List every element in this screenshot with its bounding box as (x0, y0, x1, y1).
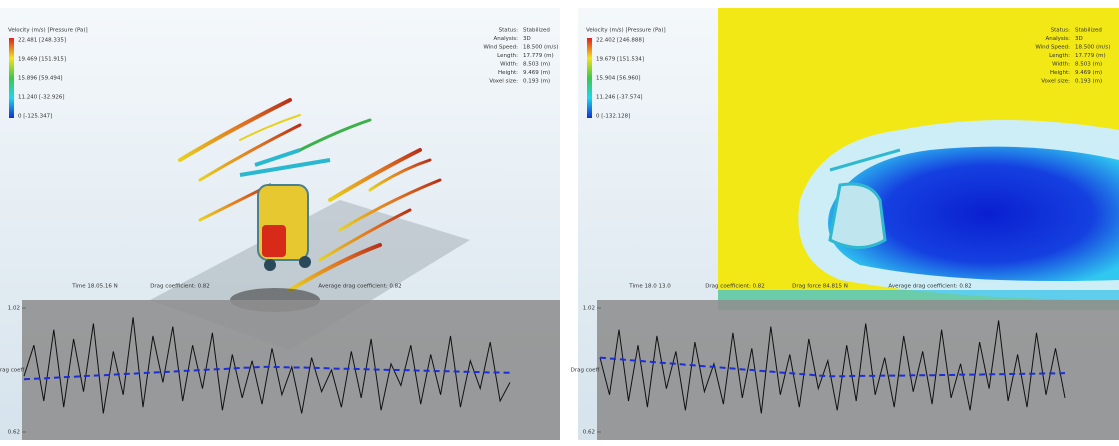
color-bar (587, 38, 592, 118)
legend-label: 15.896 [59.494] (18, 76, 63, 82)
y-axis-label: Drag coeff (571, 368, 600, 374)
legend-label: 22.402 [246.888] (596, 38, 644, 44)
footer-label: Average drag coefficient: 0.82 (888, 284, 971, 290)
y-axis-label: Drag coeff (0, 368, 25, 374)
status-value: 9.469 (m) (523, 70, 550, 76)
legend-label: 11.240 [-32.926] (18, 95, 65, 101)
status-key: Length: (1049, 53, 1070, 59)
status-key: Wind Speed: (483, 45, 518, 51)
status-value: 18.500 (m/s) (1075, 45, 1110, 51)
status-key: Width: (1052, 62, 1070, 68)
status-value: 17.779 (m) (1075, 53, 1106, 59)
status-value: Stabilized (523, 28, 550, 34)
status-value: 0.193 (m) (523, 79, 550, 85)
status-key: Status: (499, 28, 519, 34)
footer-label: Time 18.05.16 N (71, 284, 118, 290)
status-key: Length: (497, 53, 518, 59)
status-key: Wind Speed: (1035, 45, 1070, 51)
footer-label: Average drag coefficient: 0.82 (318, 284, 401, 290)
legend-label: 19.679 [151.534] (596, 57, 644, 63)
status-key: Height: (498, 70, 518, 76)
status-key: Status: (1051, 28, 1071, 34)
y-tick-label: 0.62 (8, 430, 20, 436)
status-value: 3D (1075, 36, 1083, 42)
legend-title: Velocity (m/s) [Pressure (Pa)] (8, 28, 88, 34)
legend-label: 22.481 [248.335] (18, 38, 66, 44)
footer-label: Drag force 84.815 N (792, 284, 848, 290)
status-value: 9.469 (m) (1075, 70, 1102, 76)
graph-panel (597, 300, 1119, 440)
status-key: Height: (1050, 70, 1070, 76)
status-key: Voxel size: (1041, 79, 1070, 85)
status-value: 0.193 (m) (1075, 79, 1102, 85)
status-key: Analysis: (493, 36, 518, 42)
y-tick-label: 1.02 (583, 306, 595, 312)
status-key: Width: (500, 62, 518, 68)
legend-label: 0 [-132.128] (596, 114, 630, 120)
status-value: 8.503 (m) (523, 62, 550, 68)
legend-label: 0 [-125.347] (18, 114, 52, 120)
status-value: 17.779 (m) (523, 53, 554, 59)
footer-label: Drag coefficient: 0.82 (150, 284, 210, 290)
y-tick-label: 1.02 (8, 306, 20, 312)
y-tick-label: 0.62 (583, 430, 595, 436)
legend-title: Velocity (m/s) [Pressure (Pa)] (586, 28, 666, 34)
status-value: 8.503 (m) (1075, 62, 1102, 68)
color-bar (9, 38, 14, 118)
legend-label: 19.469 [151.915] (18, 57, 66, 63)
legend-label: 11.246 [-37.574] (596, 95, 643, 101)
screenshot: Velocity (m/s) [Pressure (Pa)] 22.481 [24… (0, 0, 1119, 446)
footer-label: Drag coefficient: 0.82 (705, 284, 765, 290)
status-key: Voxel size: (489, 79, 518, 85)
status-value: 18.500 (m/s) (523, 45, 558, 51)
legend-label: 15.904 [56.960] (596, 76, 641, 82)
footer-label: Time 18.0 13.0 (628, 284, 671, 290)
status-key: Analysis: (1045, 36, 1070, 42)
status-value: Stabilized (1075, 28, 1102, 34)
status-value: 3D (523, 36, 531, 42)
